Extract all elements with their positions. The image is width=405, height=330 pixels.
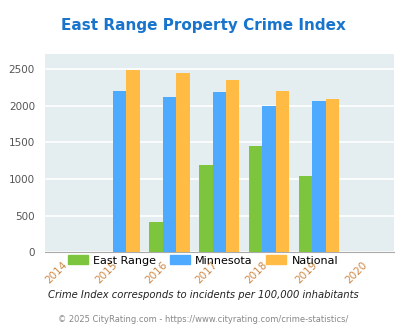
Text: © 2025 CityRating.com - https://www.cityrating.com/crime-statistics/: © 2025 CityRating.com - https://www.city… <box>58 315 347 324</box>
Bar <box>262 106 275 252</box>
Bar <box>149 222 162 252</box>
Bar <box>248 146 262 252</box>
Bar <box>311 101 325 252</box>
Bar <box>162 97 176 252</box>
Text: Crime Index corresponds to incidents per 100,000 inhabitants: Crime Index corresponds to incidents per… <box>47 290 358 300</box>
Bar <box>226 80 239 252</box>
Bar <box>212 92 226 252</box>
Bar <box>325 99 338 252</box>
Bar <box>298 176 311 252</box>
Bar <box>113 91 126 252</box>
Legend: East Range, Minnesota, National: East Range, Minnesota, National <box>63 251 342 270</box>
Text: East Range Property Crime Index: East Range Property Crime Index <box>60 18 345 33</box>
Bar <box>198 165 212 252</box>
Bar <box>176 73 189 252</box>
Bar <box>126 70 139 252</box>
Bar <box>275 91 289 252</box>
